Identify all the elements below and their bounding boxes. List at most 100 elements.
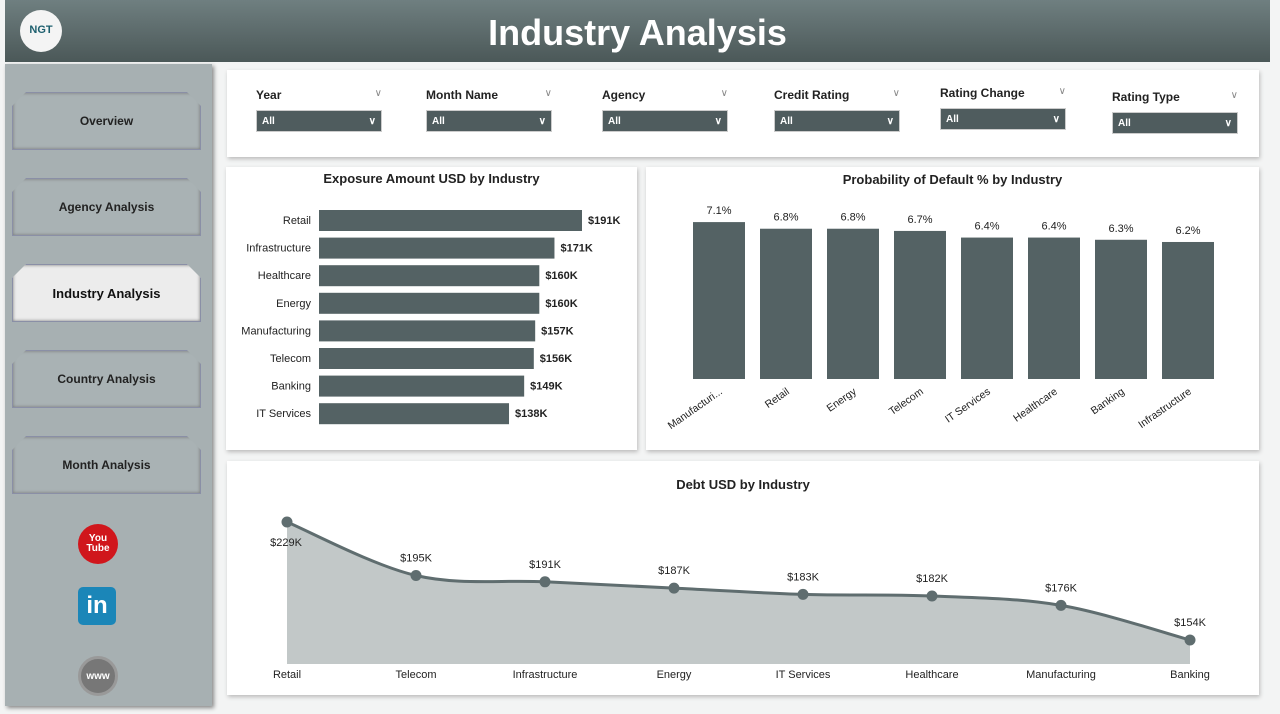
bar (319, 265, 540, 287)
chevron-down-icon[interactable]: ∨ (892, 88, 900, 99)
bar (319, 348, 534, 369)
globe-icon[interactable]: www (78, 656, 118, 696)
filter-credit-rating[interactable]: Credit Rating ∨ All ∨ (774, 88, 900, 132)
youtube-icon[interactable]: You Tube (78, 524, 118, 564)
category-label: Banking (271, 381, 311, 393)
data-point (539, 576, 551, 588)
filter-value: All (432, 115, 445, 127)
data-label: $157K (541, 325, 573, 337)
nav-overview[interactable]: Overview (12, 92, 201, 150)
filter-label-text: Rating Change (940, 86, 1025, 100)
filter-label: Rating Change ∨ (940, 86, 1066, 100)
data-point (926, 590, 938, 602)
filter-label: Rating Type ∨ (1112, 90, 1238, 104)
filter-label: Agency ∨ (602, 88, 728, 102)
data-label: $176K (1045, 582, 1077, 594)
nav-month-analysis[interactable]: Month Analysis (12, 436, 201, 494)
chevron-down-icon: ∨ (1052, 113, 1060, 125)
filter-agency[interactable]: Agency ∨ All ∨ (602, 88, 728, 132)
chevron-down-icon[interactable]: ∨ (374, 88, 382, 99)
bar (760, 228, 812, 379)
data-label: $187K (658, 565, 690, 577)
data-label: $191K (588, 215, 620, 227)
chevron-down-icon: ∨ (886, 115, 894, 127)
data-label: 6.4% (974, 221, 999, 233)
category-label: Banking (1170, 669, 1210, 681)
nav-country-analysis[interactable]: Country Analysis (12, 350, 201, 408)
chevron-down-icon[interactable]: ∨ (544, 88, 552, 99)
exposure-chart: Exposure Amount USD by Industry Retail $1… (226, 167, 637, 450)
chevron-down-icon[interactable]: ∨ (720, 88, 728, 99)
category-label: Manufacturing (241, 325, 311, 337)
data-label: $154K (1174, 617, 1206, 629)
filter-dropdown[interactable]: All ∨ (426, 110, 552, 132)
category-label: Infrastructure (513, 669, 578, 681)
chart-title: Exposure Amount USD by Industry (323, 171, 540, 186)
nav-agency-analysis[interactable]: Agency Analysis (12, 178, 201, 236)
data-label: $160K (545, 298, 577, 310)
filter-dropdown[interactable]: All ∨ (602, 110, 728, 132)
data-label: $138K (515, 408, 547, 420)
data-label: 6.3% (1108, 223, 1133, 235)
data-label: $182K (916, 573, 948, 585)
data-label: 6.8% (840, 212, 865, 224)
data-label: $195K (400, 553, 432, 565)
filter-panel: Year ∨ All ∨ Month Name ∨ All ∨ Agency ∨ All ∨ Cr… (227, 70, 1259, 157)
filter-rating-type[interactable]: Rating Type ∨ All ∨ (1112, 90, 1238, 134)
filter-dropdown[interactable]: All ∨ (256, 110, 382, 132)
category-label: Healthcare (258, 270, 311, 282)
filter-dropdown[interactable]: All ∨ (774, 110, 900, 132)
bar (827, 228, 879, 379)
filter-value: All (262, 115, 275, 127)
category-label: Retail (763, 386, 792, 411)
filter-label-text: Year (256, 88, 282, 102)
data-point (410, 570, 422, 582)
chevron-down-icon[interactable]: ∨ (1230, 90, 1238, 101)
category-label: Telecom (270, 353, 311, 365)
bar (894, 230, 946, 379)
category-label: Retail (283, 215, 311, 227)
filter-value: All (780, 115, 793, 127)
category-label: Retail (273, 669, 301, 681)
data-label: 6.2% (1175, 225, 1200, 237)
data-point (281, 516, 293, 528)
data-point (1184, 634, 1196, 646)
nav-industry-analysis[interactable]: Industry Analysis (12, 264, 201, 322)
data-label: 6.4% (1041, 221, 1066, 233)
filter-label: Year ∨ (256, 88, 382, 102)
chevron-down-icon: ∨ (1224, 117, 1232, 129)
linkedin-icon[interactable]: in (78, 587, 116, 625)
category-label: Healthcare (1011, 386, 1060, 425)
logo: NGT (20, 10, 62, 52)
category-label: Energy (657, 669, 692, 681)
bar (319, 210, 582, 231)
data-point (1055, 599, 1067, 611)
chevron-down-icon: ∨ (714, 115, 722, 127)
filter-dropdown[interactable]: All ∨ (1112, 112, 1238, 134)
data-label: $229K (270, 537, 302, 549)
data-point (668, 582, 680, 594)
filter-rating-change[interactable]: Rating Change ∨ All ∨ (940, 86, 1066, 130)
category-label: IT Services (256, 408, 311, 420)
category-label: Infrastructure (1136, 386, 1194, 431)
chevron-down-icon: ∨ (368, 115, 376, 127)
filter-year[interactable]: Year ∨ All ∨ (256, 88, 382, 132)
data-label: $171K (560, 243, 592, 255)
filter-label: Month Name ∨ (426, 88, 552, 102)
filter-month-name[interactable]: Month Name ∨ All ∨ (426, 88, 552, 132)
chevron-down-icon[interactable]: ∨ (1058, 86, 1066, 97)
bar (319, 320, 536, 342)
bar (319, 292, 540, 314)
filter-dropdown[interactable]: All ∨ (940, 108, 1066, 130)
category-label: Energy (276, 298, 311, 310)
data-label: $160K (545, 270, 577, 282)
data-label: 6.7% (907, 214, 932, 226)
category-label: Telecom (396, 669, 437, 681)
data-label: $156K (540, 353, 572, 365)
category-label: Banking (1089, 386, 1127, 418)
category-label: Energy (825, 385, 860, 414)
bar (961, 237, 1013, 379)
data-label: $191K (529, 559, 561, 571)
bar (1095, 239, 1147, 379)
data-label: 7.1% (706, 205, 731, 217)
